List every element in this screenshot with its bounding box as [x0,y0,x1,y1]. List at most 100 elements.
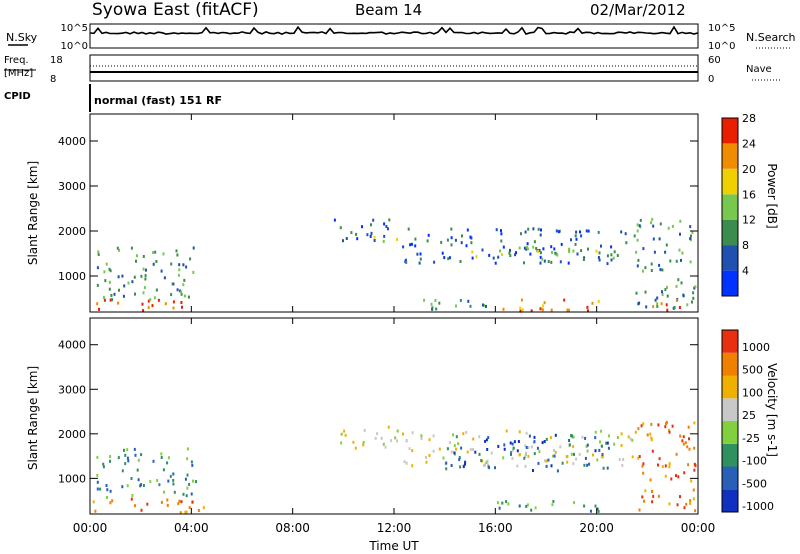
scatter-cell [462,432,465,436]
scatter-cell [501,501,504,505]
scatter-cell [586,443,589,447]
scatter-cell [642,269,644,273]
scatter-cell [142,255,145,258]
colorbar-tick-label: -500 [742,477,767,490]
scatter-cell [459,298,462,302]
scatter-cell [376,432,379,436]
scatter-cell [430,302,433,306]
scatter-cell [598,251,601,255]
scatter-cell [526,247,529,251]
scatter-cell [528,434,531,438]
scatter-cell [559,260,562,264]
scatter-cell [109,459,111,463]
velocity-colorbar: 1000 500 100 25 -25 -100 -500 -1000 [721,329,774,513]
scatter-cell [117,456,120,460]
scatter-cell [644,489,647,493]
scatter-cell [186,457,189,461]
scatter-cell [638,455,641,458]
scatter-cell [666,285,668,289]
scatter-cell [480,459,483,463]
scatter-cell [680,258,682,262]
scatter-cell [598,258,601,262]
scatter-cell [383,222,386,226]
scatter-cell [566,460,569,464]
scatter-cell [503,443,506,447]
colorbar-tick-label: 12 [742,214,756,227]
scatter-cell [144,277,147,281]
scatter-cell [692,488,695,492]
scatter-cell [192,479,194,483]
scatter-cell [96,480,99,484]
scatter-cell [591,301,594,305]
scatter-cell [689,237,692,241]
scatter-cell [117,275,120,279]
scatter-cell [387,227,389,231]
time-axis-label: Time UT [368,539,419,553]
scatter-cell [402,432,404,436]
scatter-cell [530,309,533,313]
scatter-cell [514,253,517,257]
scatter-cell [606,466,609,470]
scatter-cell [340,432,343,436]
colorbar-segment [722,194,738,220]
scatter-cell [405,461,408,465]
scatter-cell [678,306,681,309]
scatter-cell [369,234,372,238]
scatter-cell [669,259,672,263]
scatter-cell [679,495,681,499]
scatter-cell [587,229,590,233]
scatter-cell [483,463,485,467]
scatter-cell [137,458,140,462]
scatter-cell [605,441,608,445]
scatter-cell [686,303,689,307]
scatter-cell [425,456,427,459]
scatter-cell [162,468,165,472]
scatter-cell [636,264,639,268]
scatter-cell [651,490,653,493]
scatter-cell [373,239,376,242]
power-ylabel: Slant Range [km] [26,161,40,265]
scatter-cell [414,237,417,241]
scatter-cell [525,247,528,251]
scatter-cell [445,461,448,465]
scatter-cell [658,263,661,267]
scatter-cell [396,439,398,443]
scatter-cell [552,499,555,503]
scatter-cell [500,239,503,243]
colorbar-segment [722,352,738,376]
scatter-cell [570,434,573,437]
scatter-cell [511,442,514,446]
scatter-cell [92,500,95,504]
scatter-cell [583,463,586,467]
scatter-cell [625,241,628,245]
scatter-cell [179,511,182,515]
scatter-cell [467,299,470,303]
scatter-cell [446,447,449,451]
scatter-cell [170,293,173,297]
scatter-cell [423,298,426,302]
scatter-cell [650,221,652,225]
scatter-cell [396,237,398,241]
scatter-cell [664,425,667,429]
scatter-cell [158,483,161,487]
scatter-cell [553,448,555,452]
scatter-cell [97,250,100,254]
scatter-cell [462,465,465,469]
scatter-cell [694,464,697,468]
scatter-cell [525,446,528,449]
scatter-cell [494,261,497,265]
scatter-cell [96,487,99,491]
scatter-cell [652,494,655,498]
scatter-cell [127,459,130,463]
scatter-cell [541,257,544,261]
scatter-cell [98,307,100,311]
scatter-cell [597,299,600,303]
scatter-cell [637,456,640,460]
scatter-cell [152,262,155,266]
scatter-cell [524,230,527,234]
scatter-cell [185,265,188,269]
scatter-cell [502,245,505,249]
scatter-cell [184,477,187,481]
scatter-cell [567,308,570,312]
scatter-cell [541,441,544,445]
